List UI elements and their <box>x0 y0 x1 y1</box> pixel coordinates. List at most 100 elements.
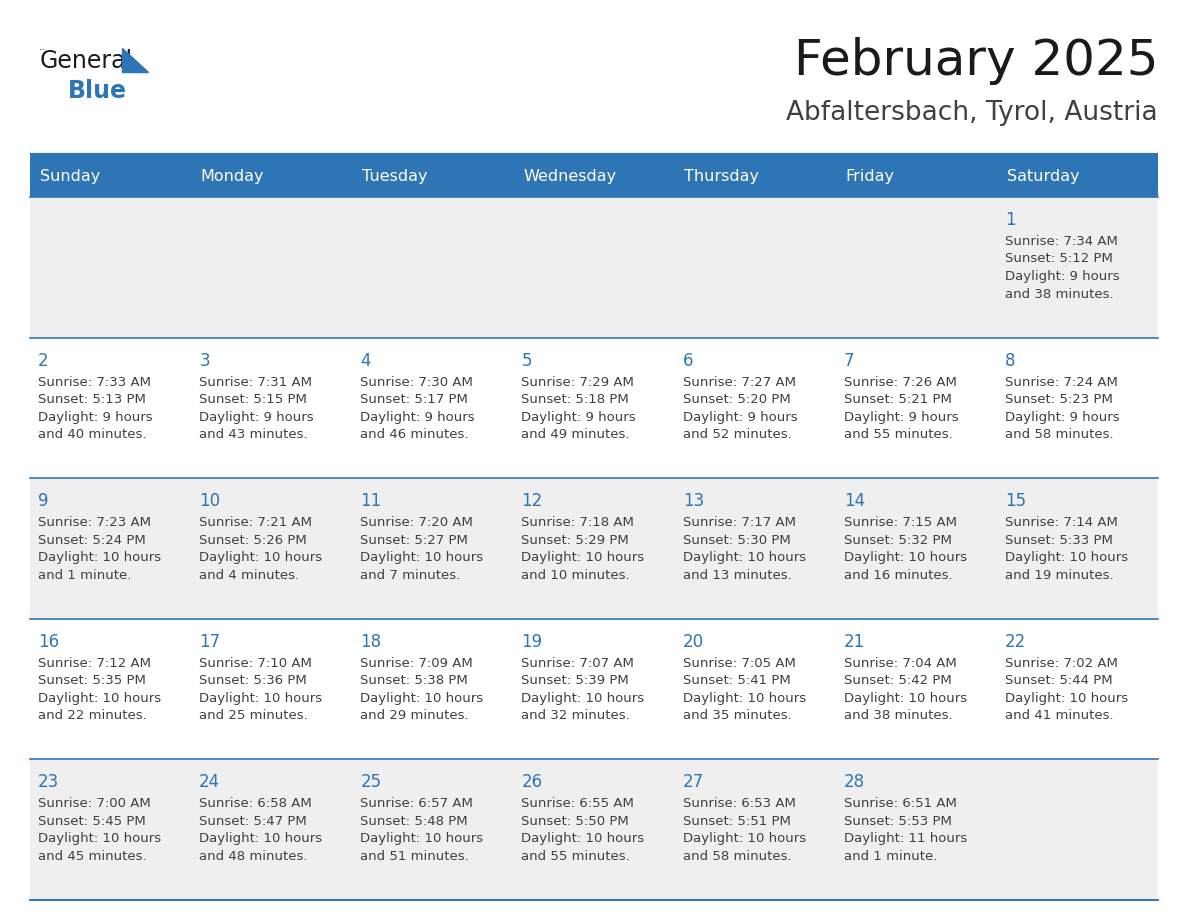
Text: and 43 minutes.: and 43 minutes. <box>200 428 308 442</box>
Text: Abfaltersbach, Tyrol, Austria: Abfaltersbach, Tyrol, Austria <box>786 100 1158 126</box>
Text: Sunrise: 7:17 AM: Sunrise: 7:17 AM <box>683 516 796 529</box>
Text: 23: 23 <box>38 773 59 791</box>
Text: Sunrise: 7:09 AM: Sunrise: 7:09 AM <box>360 656 473 670</box>
Text: 21: 21 <box>843 633 865 651</box>
Text: 18: 18 <box>360 633 381 651</box>
Text: February 2025: February 2025 <box>794 37 1158 85</box>
Polygon shape <box>122 48 148 72</box>
Text: Sunset: 5:21 PM: Sunset: 5:21 PM <box>843 393 952 406</box>
Text: Sunset: 5:13 PM: Sunset: 5:13 PM <box>38 393 146 406</box>
Text: Daylight: 10 hours: Daylight: 10 hours <box>522 833 645 845</box>
Text: and 19 minutes.: and 19 minutes. <box>1005 568 1113 582</box>
Text: and 22 minutes.: and 22 minutes. <box>38 710 147 722</box>
Bar <box>30 338 1158 478</box>
Text: Sunrise: 7:33 AM: Sunrise: 7:33 AM <box>38 375 151 388</box>
Text: Sunset: 5:39 PM: Sunset: 5:39 PM <box>522 675 630 688</box>
Text: Daylight: 10 hours: Daylight: 10 hours <box>843 692 967 705</box>
Text: 2: 2 <box>38 352 49 370</box>
Text: Daylight: 9 hours: Daylight: 9 hours <box>1005 270 1119 283</box>
Text: Daylight: 10 hours: Daylight: 10 hours <box>522 692 645 705</box>
Text: 22: 22 <box>1005 633 1026 651</box>
Text: Sunset: 5:20 PM: Sunset: 5:20 PM <box>683 393 790 406</box>
Text: and 46 minutes.: and 46 minutes. <box>360 428 469 442</box>
Text: Sunrise: 6:58 AM: Sunrise: 6:58 AM <box>200 798 312 811</box>
Text: Sunset: 5:12 PM: Sunset: 5:12 PM <box>1005 252 1113 265</box>
Text: and 51 minutes.: and 51 minutes. <box>360 850 469 863</box>
Text: and 32 minutes.: and 32 minutes. <box>522 710 631 722</box>
Text: Daylight: 10 hours: Daylight: 10 hours <box>200 551 322 565</box>
Text: and 25 minutes.: and 25 minutes. <box>200 710 308 722</box>
Text: Sunrise: 7:10 AM: Sunrise: 7:10 AM <box>200 656 312 670</box>
Bar <box>30 759 1158 900</box>
Text: and 49 minutes.: and 49 minutes. <box>522 428 630 442</box>
Text: Daylight: 10 hours: Daylight: 10 hours <box>38 551 162 565</box>
Text: Sunrise: 7:29 AM: Sunrise: 7:29 AM <box>522 375 634 388</box>
Text: Sunrise: 7:07 AM: Sunrise: 7:07 AM <box>522 656 634 670</box>
Text: and 55 minutes.: and 55 minutes. <box>522 850 631 863</box>
Text: Sunset: 5:17 PM: Sunset: 5:17 PM <box>360 393 468 406</box>
Text: Daylight: 10 hours: Daylight: 10 hours <box>1005 551 1129 565</box>
Text: Sunrise: 6:51 AM: Sunrise: 6:51 AM <box>843 798 956 811</box>
Text: and 58 minutes.: and 58 minutes. <box>1005 428 1113 442</box>
Text: Sunset: 5:35 PM: Sunset: 5:35 PM <box>38 675 146 688</box>
Text: and 1 minute.: and 1 minute. <box>843 850 937 863</box>
Text: 5: 5 <box>522 352 532 370</box>
Bar <box>30 619 1158 759</box>
Text: Thursday: Thursday <box>684 170 759 185</box>
Text: Sunset: 5:41 PM: Sunset: 5:41 PM <box>683 675 790 688</box>
Text: Daylight: 10 hours: Daylight: 10 hours <box>683 551 805 565</box>
Text: and 10 minutes.: and 10 minutes. <box>522 568 630 582</box>
Text: February: February <box>40 49 46 50</box>
Text: Sunrise: 7:24 AM: Sunrise: 7:24 AM <box>1005 375 1118 388</box>
Text: 24: 24 <box>200 773 220 791</box>
Text: Sunrise: 6:57 AM: Sunrise: 6:57 AM <box>360 798 473 811</box>
Text: 27: 27 <box>683 773 703 791</box>
Text: Sunrise: 7:27 AM: Sunrise: 7:27 AM <box>683 375 796 388</box>
Text: Daylight: 9 hours: Daylight: 9 hours <box>683 410 797 423</box>
Text: and 52 minutes.: and 52 minutes. <box>683 428 791 442</box>
Text: Daylight: 10 hours: Daylight: 10 hours <box>522 551 645 565</box>
Text: Sunrise: 7:34 AM: Sunrise: 7:34 AM <box>1005 235 1118 248</box>
Text: Sunset: 5:29 PM: Sunset: 5:29 PM <box>522 533 630 547</box>
Text: Daylight: 9 hours: Daylight: 9 hours <box>360 410 475 423</box>
Text: Wednesday: Wednesday <box>523 170 617 185</box>
Text: 7: 7 <box>843 352 854 370</box>
Text: Sunrise: 7:31 AM: Sunrise: 7:31 AM <box>200 375 312 388</box>
Text: 11: 11 <box>360 492 381 510</box>
Text: 1: 1 <box>1005 211 1016 229</box>
Text: Daylight: 10 hours: Daylight: 10 hours <box>1005 692 1129 705</box>
Text: Sunrise: 7:26 AM: Sunrise: 7:26 AM <box>843 375 956 388</box>
Text: Sunrise: 7:00 AM: Sunrise: 7:00 AM <box>38 798 151 811</box>
Text: Daylight: 10 hours: Daylight: 10 hours <box>683 833 805 845</box>
Text: Sunrise: 7:21 AM: Sunrise: 7:21 AM <box>200 516 312 529</box>
Text: Tuesday: Tuesday <box>362 170 428 185</box>
Text: and 4 minutes.: and 4 minutes. <box>200 568 299 582</box>
Text: 15: 15 <box>1005 492 1026 510</box>
Text: Sunset: 5:42 PM: Sunset: 5:42 PM <box>843 675 952 688</box>
Text: Sunset: 5:23 PM: Sunset: 5:23 PM <box>1005 393 1113 406</box>
Text: Sunset: 5:51 PM: Sunset: 5:51 PM <box>683 815 790 828</box>
Text: Sunrise: 7:15 AM: Sunrise: 7:15 AM <box>843 516 956 529</box>
Text: 3: 3 <box>200 352 210 370</box>
Text: Daylight: 10 hours: Daylight: 10 hours <box>360 551 484 565</box>
Text: Sunset: 5:47 PM: Sunset: 5:47 PM <box>200 815 307 828</box>
Text: Sunset: 5:38 PM: Sunset: 5:38 PM <box>360 675 468 688</box>
Text: and 16 minutes.: and 16 minutes. <box>843 568 953 582</box>
Text: Sunrise: 7:23 AM: Sunrise: 7:23 AM <box>38 516 151 529</box>
Text: 20: 20 <box>683 633 703 651</box>
Text: Sunset: 5:36 PM: Sunset: 5:36 PM <box>200 675 307 688</box>
Text: Daylight: 11 hours: Daylight: 11 hours <box>843 833 967 845</box>
Text: and 7 minutes.: and 7 minutes. <box>360 568 461 582</box>
Text: Sunset: 5:32 PM: Sunset: 5:32 PM <box>843 533 952 547</box>
Text: 16: 16 <box>38 633 59 651</box>
Text: General: General <box>40 49 133 73</box>
Bar <box>30 197 1158 338</box>
Text: 4: 4 <box>360 352 371 370</box>
Text: Sunset: 5:27 PM: Sunset: 5:27 PM <box>360 533 468 547</box>
Text: Daylight: 10 hours: Daylight: 10 hours <box>683 692 805 705</box>
Text: and 13 minutes.: and 13 minutes. <box>683 568 791 582</box>
Text: Sunset: 5:44 PM: Sunset: 5:44 PM <box>1005 675 1112 688</box>
Text: Sunset: 5:24 PM: Sunset: 5:24 PM <box>38 533 146 547</box>
Text: 25: 25 <box>360 773 381 791</box>
Text: Monday: Monday <box>201 170 264 185</box>
